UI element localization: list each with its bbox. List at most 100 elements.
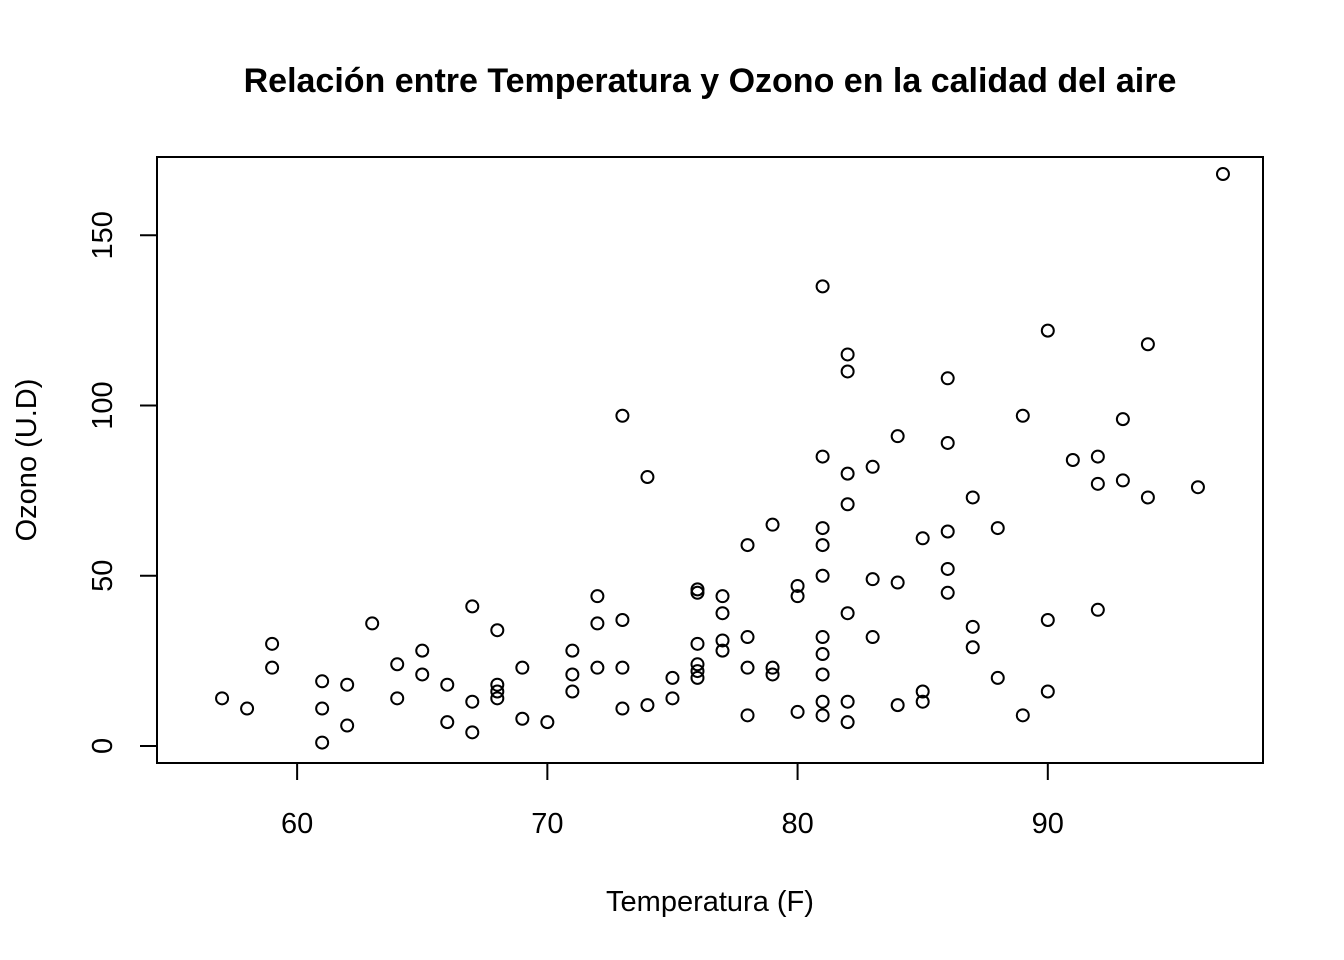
data-point: [790, 578, 805, 593]
y-tick-label: 150: [87, 211, 119, 259]
data-point: [815, 449, 830, 464]
data-point: [915, 684, 930, 699]
data-point: [240, 701, 255, 716]
data-point: [640, 470, 655, 485]
data-point: [315, 701, 330, 716]
data-point: [765, 660, 780, 675]
data-point: [965, 640, 980, 655]
data-point: [465, 599, 480, 614]
data-point: [715, 589, 730, 604]
data-point: [490, 677, 505, 692]
data-point: [815, 630, 830, 645]
data-point: [1065, 453, 1080, 467]
y-tick-label: 100: [87, 381, 119, 429]
data-point: [490, 623, 505, 638]
data-point: [665, 670, 680, 685]
data-point: [515, 660, 530, 675]
data-point: [815, 708, 830, 723]
data-point: [940, 585, 955, 600]
chart-title: Relación entre Temperatura y Ozono en la…: [244, 62, 1177, 100]
x-tick-label: 70: [531, 808, 563, 840]
data-point: [840, 606, 855, 621]
data-point: [690, 636, 705, 651]
data-point: [590, 589, 605, 604]
x-tick-label: 80: [781, 808, 813, 840]
data-point: [1140, 337, 1155, 352]
data-point: [690, 582, 705, 597]
data-point: [1015, 708, 1030, 723]
data-point: [1140, 490, 1155, 505]
data-point: [815, 538, 830, 553]
data-point: [490, 691, 505, 706]
data-point: [1040, 323, 1055, 338]
y-axis: 0 50 100 150: [87, 211, 158, 754]
x-axis: 60 70 80 90: [281, 762, 1064, 840]
data-point: [1090, 602, 1105, 617]
data-point: [690, 657, 705, 672]
data-point: [690, 664, 705, 679]
data-point: [365, 616, 380, 631]
data-point: [940, 524, 955, 539]
data-point: [690, 670, 705, 685]
data-point: [840, 364, 855, 379]
data-point: [815, 568, 830, 583]
data-point: [890, 575, 905, 590]
data-point: [590, 660, 605, 675]
data-point: [665, 691, 680, 706]
data-point: [940, 561, 955, 576]
data-point: [440, 715, 455, 730]
data-point: [465, 694, 480, 709]
data-point: [1115, 473, 1130, 488]
data-point: [490, 684, 505, 699]
data-point: [1115, 412, 1130, 427]
data-point: [990, 521, 1005, 536]
data-point: [965, 490, 980, 505]
data-points: [215, 167, 1230, 750]
data-point: [840, 497, 855, 512]
data-point: [315, 674, 330, 689]
data-point: [890, 429, 905, 444]
data-point: [265, 660, 280, 675]
data-point: [715, 606, 730, 621]
y-axis-label: Ozono (U.D): [11, 379, 43, 542]
data-point: [990, 670, 1005, 685]
data-point: [565, 684, 580, 699]
data-point: [640, 698, 655, 713]
data-point: [615, 660, 630, 675]
x-tick-label: 90: [1032, 808, 1064, 840]
data-point: [840, 715, 855, 730]
data-point: [1190, 480, 1205, 495]
data-point: [415, 643, 430, 658]
data-point: [715, 633, 730, 648]
data-point: [1090, 449, 1105, 464]
data-point: [565, 643, 580, 658]
data-point: [615, 613, 630, 628]
data-point: [865, 630, 880, 645]
data-point: [740, 630, 755, 645]
data-point: [415, 667, 430, 682]
data-point: [1040, 684, 1055, 699]
data-point: [615, 701, 630, 716]
data-point: [1090, 476, 1105, 491]
data-point: [915, 694, 930, 709]
data-point: [715, 643, 730, 658]
data-point: [915, 531, 930, 546]
data-point: [465, 725, 480, 740]
data-point: [840, 694, 855, 709]
data-point: [815, 521, 830, 536]
data-point: [940, 371, 955, 386]
data-point: [890, 698, 905, 713]
data-point: [965, 619, 980, 634]
data-point: [840, 347, 855, 362]
data-point: [615, 408, 630, 423]
data-point: [1215, 167, 1230, 182]
data-point: [1040, 613, 1055, 628]
y-tick-label: 50: [87, 560, 119, 592]
data-point: [740, 660, 755, 675]
data-point: [865, 459, 880, 474]
data-point: [565, 667, 580, 682]
data-point: [840, 466, 855, 481]
data-point: [515, 711, 530, 726]
data-point: [790, 704, 805, 719]
